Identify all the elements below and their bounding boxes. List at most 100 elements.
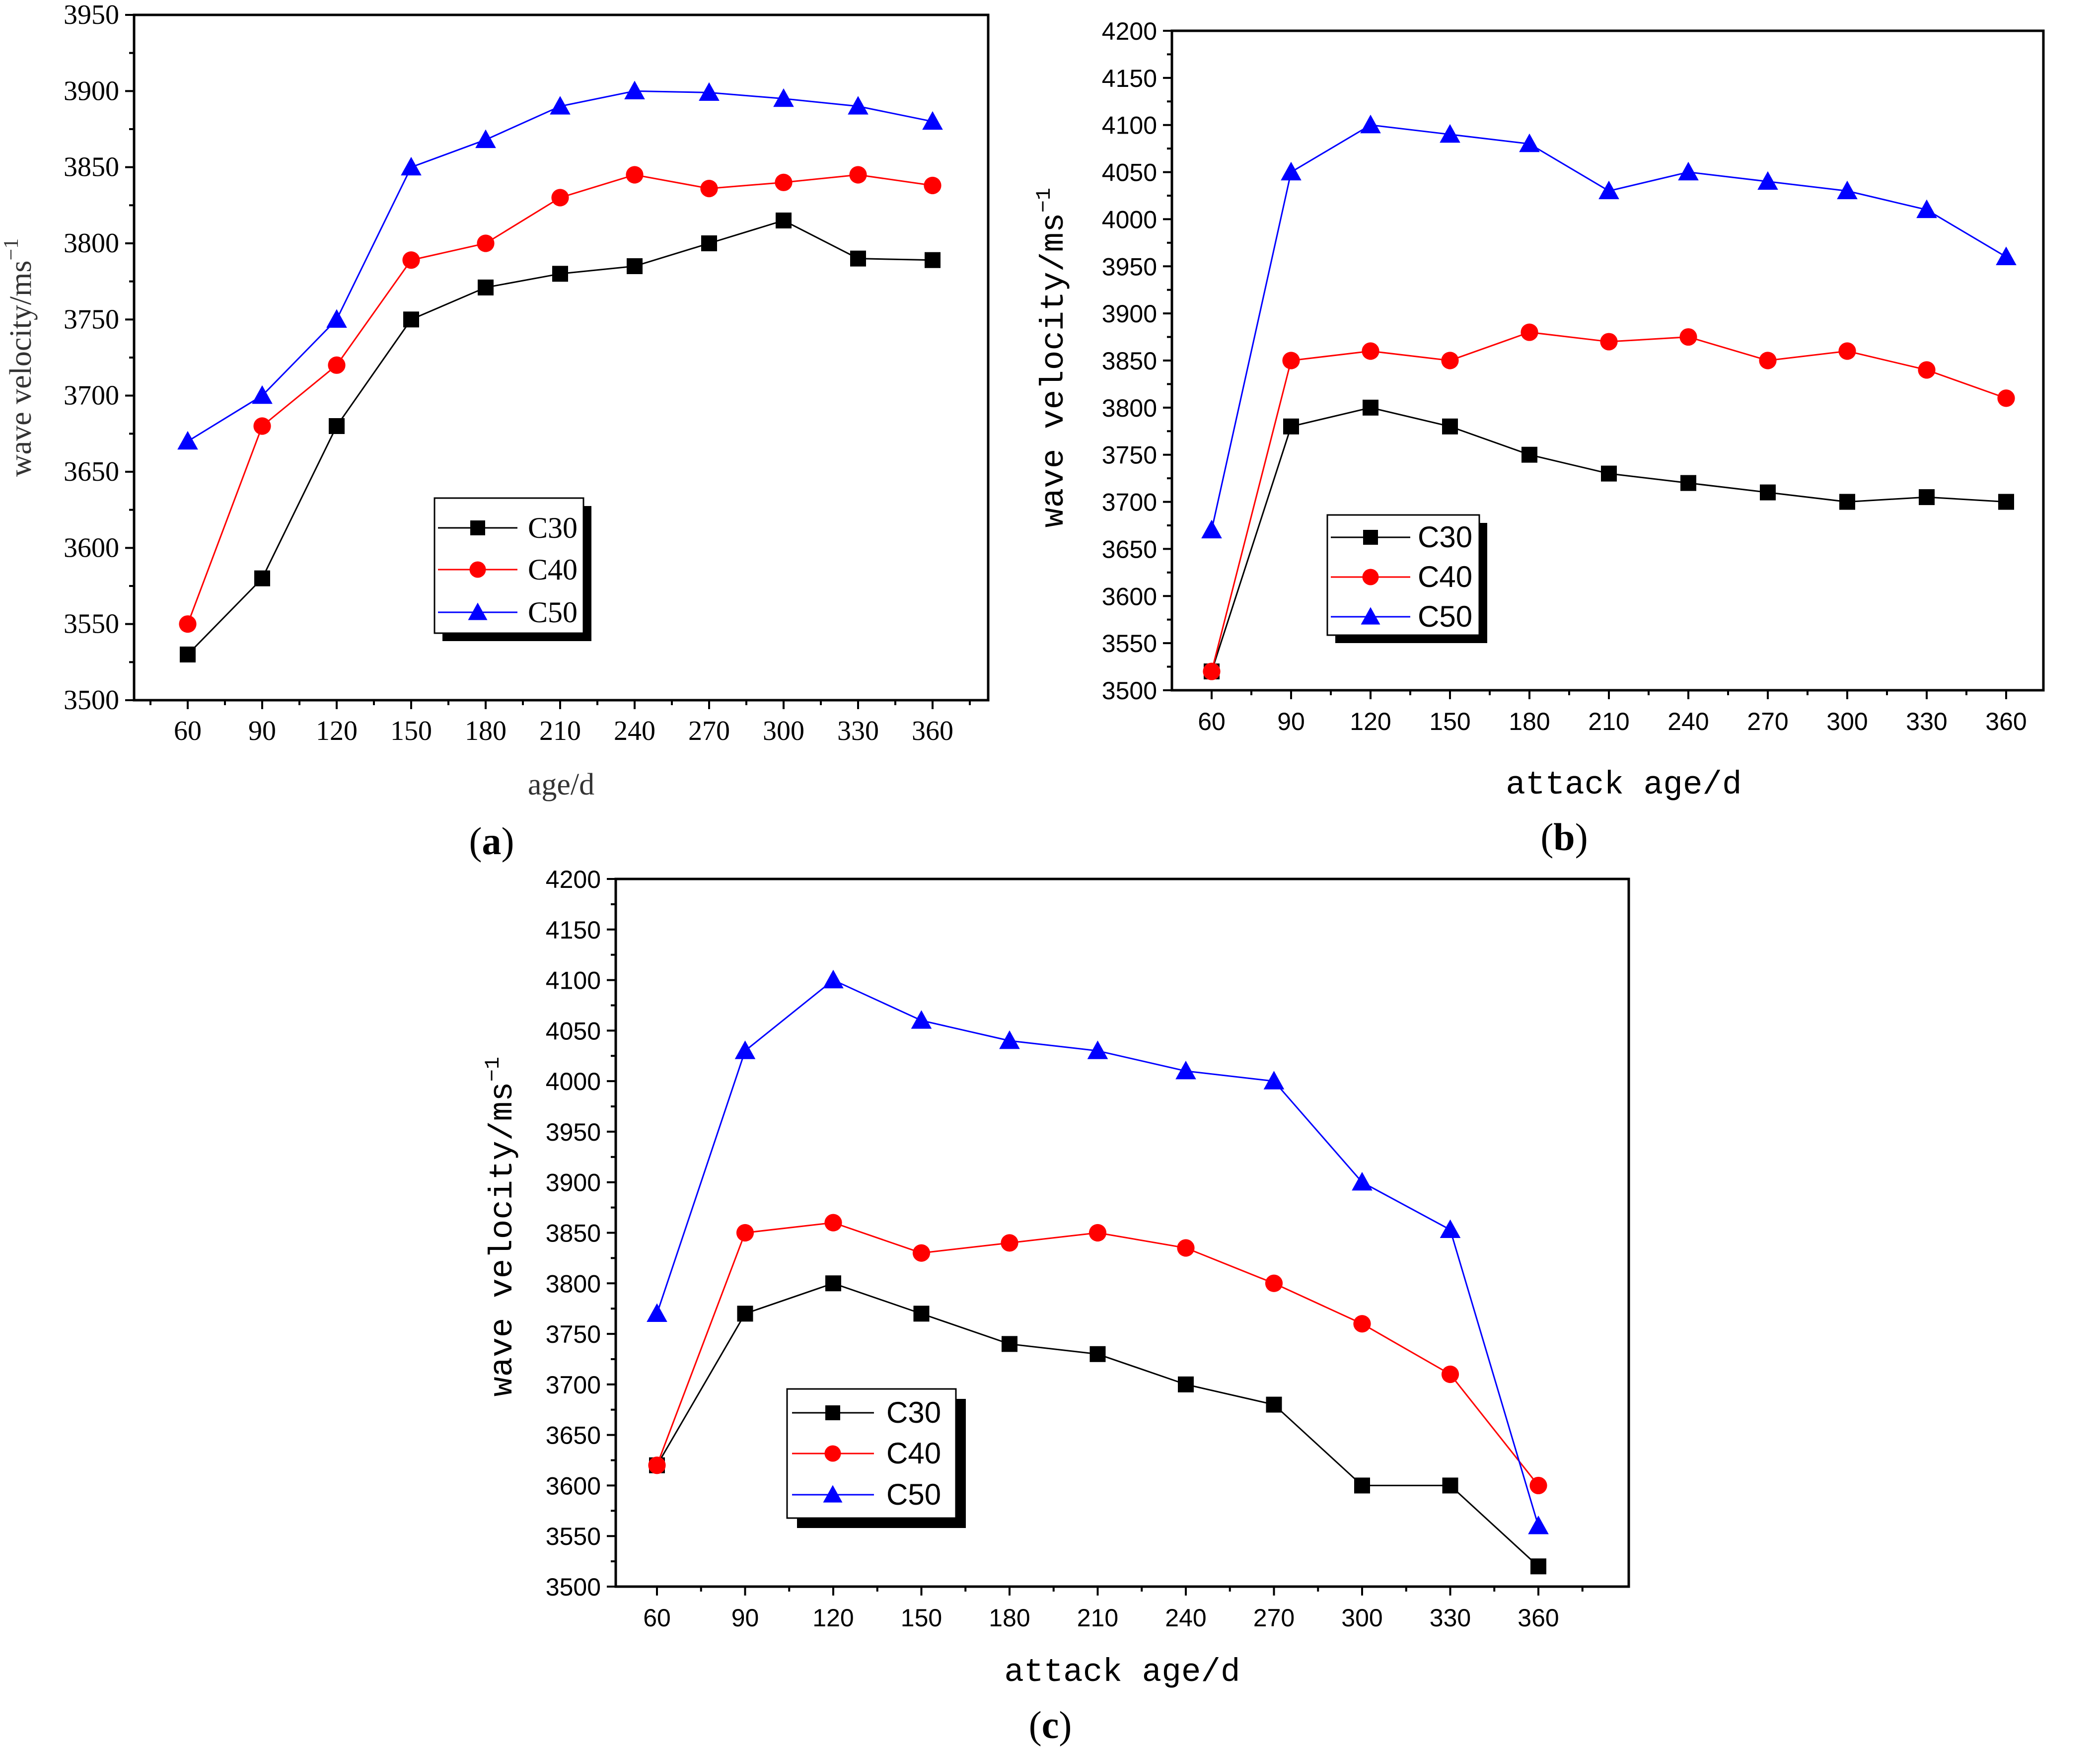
x-tick-label: 90 [248, 716, 276, 746]
y-axis-title-superscript: −1 [0, 238, 23, 261]
legend-marker-C50 [1361, 607, 1380, 625]
data-point-C30 [1283, 418, 1299, 435]
data-point-C50 [1360, 114, 1381, 134]
y-tick-label: 4050 [546, 1017, 601, 1045]
y-tick-label: 3950 [64, 0, 119, 30]
data-point-C40 [824, 1214, 842, 1232]
y-tick-label: 3900 [546, 1169, 601, 1197]
y-tick-label: 3750 [546, 1320, 601, 1348]
legend-marker-C50 [468, 602, 488, 620]
x-tick-label: 210 [1077, 1604, 1118, 1632]
data-point-C30 [403, 311, 419, 328]
data-point-C40 [1918, 361, 1936, 379]
data-point-C30 [1363, 399, 1378, 416]
data-point-C30 [701, 235, 717, 251]
data-point-C50 [1352, 1171, 1373, 1191]
data-point-C50 [252, 385, 273, 404]
data-point-C30 [1601, 465, 1617, 482]
y-axis-title: wave velocity/ms−1 [481, 1057, 521, 1396]
x-tick-label: 270 [1747, 708, 1788, 735]
series-C30 [649, 1275, 1546, 1575]
data-point-C50 [1175, 1060, 1196, 1080]
data-point-C40 [912, 1244, 931, 1262]
data-point-C30 [1442, 418, 1458, 435]
x-tick-label: 60 [1198, 708, 1226, 735]
panel-label: c [1042, 1703, 1059, 1747]
data-point-C50 [1201, 519, 1222, 539]
x-tick-label: 180 [1509, 708, 1550, 735]
data-point-C50 [1916, 199, 1937, 218]
data-point-C50 [699, 82, 720, 101]
y-tick-label: 3600 [64, 532, 119, 563]
data-point-C30 [913, 1306, 930, 1322]
data-point-C30 [627, 258, 643, 274]
data-point-C40 [1441, 1365, 1459, 1383]
x-tick-label: 120 [316, 716, 358, 746]
data-point-C30 [1839, 494, 1855, 510]
x-tick-label: 180 [465, 716, 507, 746]
plot-frame [1170, 29, 2045, 692]
x-tick-label: 240 [614, 716, 655, 746]
panel-caption: (a) [469, 819, 514, 863]
chart-panel-b: 3500 3550 3600 3650 3700 3750 3800 3850 3900 3950… [1032, 17, 2045, 859]
data-point-C40 [328, 356, 346, 374]
data-point-C40 [736, 1224, 754, 1242]
data-point-C30 [1178, 1376, 1194, 1392]
chart-panel-a: 3500 3550 3600 3650 3700 3750 3800 3850 3900 3950… [0, 0, 990, 863]
data-point-C30 [1530, 1558, 1546, 1575]
data-point-C30 [1002, 1336, 1017, 1352]
data-point-C40 [179, 615, 197, 633]
legend-marker-C30 [1363, 530, 1378, 545]
data-point-C40 [1838, 342, 1856, 360]
series-C50 [1201, 114, 2017, 539]
legend-marker-C30 [470, 520, 485, 535]
legend-label-C50: C50 [886, 1478, 941, 1511]
data-point-C40 [1600, 333, 1618, 351]
data-point-C50 [823, 969, 844, 989]
y-tick-label: 3700 [64, 380, 119, 411]
data-point-C30 [850, 250, 866, 267]
data-point-C40 [1521, 323, 1538, 341]
data-point-C40 [1362, 342, 1379, 360]
legend: C30 C40 C50 [434, 497, 591, 641]
data-point-C30 [1442, 1477, 1458, 1494]
y-tick-label: 3500 [546, 1573, 601, 1601]
x-tick-label: 90 [1277, 708, 1305, 735]
x-tick-label: 270 [688, 716, 730, 746]
series-C30 [1204, 399, 2014, 680]
y-axis-title-superscript: −1 [481, 1057, 505, 1082]
y-tick-label: 3900 [1102, 300, 1157, 328]
panel-label: b [1553, 815, 1575, 859]
y-axis-title: wave velocity/ms−1 [1032, 188, 1073, 527]
y-tick-label: 3750 [1102, 441, 1157, 469]
data-point-C30 [1680, 475, 1696, 491]
x-tick-label: 120 [1350, 708, 1391, 735]
y-tick-label: 3700 [546, 1371, 601, 1399]
x-tick-label: 240 [1667, 708, 1709, 735]
x-tick-label: 300 [1826, 708, 1868, 735]
y-tick-label: 3550 [1102, 630, 1157, 657]
data-point-C30 [1760, 484, 1776, 501]
data-point-C40 [1353, 1315, 1371, 1333]
data-point-C40 [1529, 1476, 1547, 1495]
data-point-C40 [1203, 662, 1221, 680]
series-C40 [179, 166, 941, 633]
x-tick-label: 210 [1588, 708, 1629, 735]
data-point-C40 [1001, 1234, 1018, 1252]
legend-marker-C40 [469, 561, 486, 578]
data-point-C50 [922, 111, 943, 130]
x-tick-label: 360 [1985, 708, 2027, 735]
data-point-C40 [924, 176, 941, 195]
series-C40 [1203, 323, 2015, 680]
data-point-C40 [402, 251, 420, 269]
data-point-C50 [550, 96, 571, 115]
x-axis-title: age/d [528, 768, 594, 801]
y-tick-label: 3600 [1102, 582, 1157, 610]
series-C30 [180, 213, 941, 662]
legend-box [434, 497, 584, 634]
y-tick-label: 4050 [1102, 159, 1157, 187]
x-tick-label: 270 [1253, 1604, 1295, 1632]
legend-label-C30: C30 [528, 511, 578, 544]
y-tick-label: 3850 [1102, 347, 1157, 375]
